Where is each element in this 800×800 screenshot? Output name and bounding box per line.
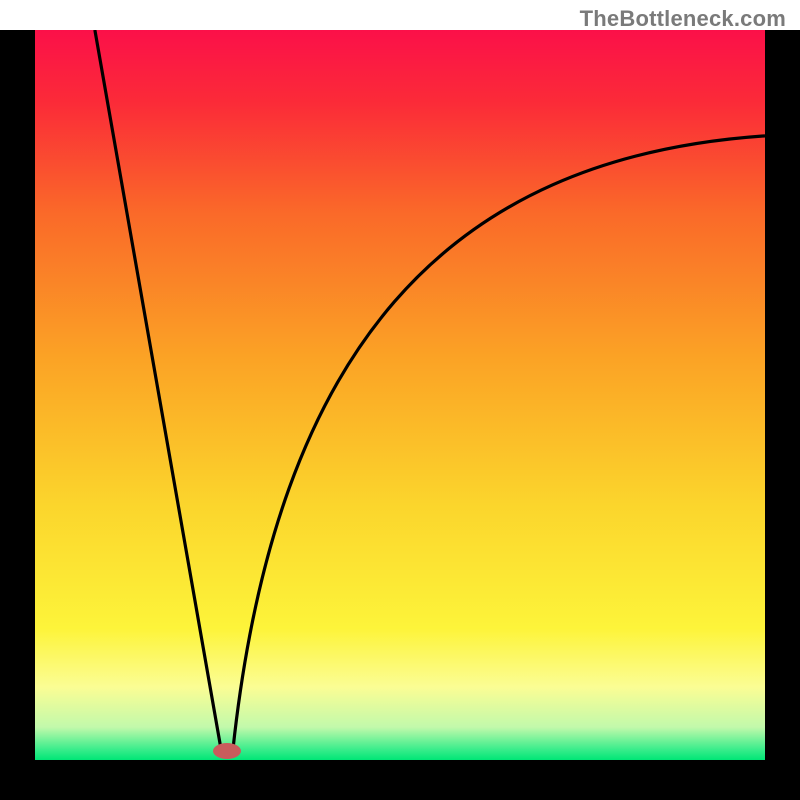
plot-area xyxy=(35,30,765,760)
curve-layer xyxy=(35,30,765,760)
chart-stage: TheBottleneck.com xyxy=(0,0,800,800)
optimum-marker xyxy=(212,742,242,760)
plot-frame xyxy=(0,30,800,800)
bottleneck-curve xyxy=(95,30,765,750)
attribution-text: TheBottleneck.com xyxy=(580,6,786,32)
